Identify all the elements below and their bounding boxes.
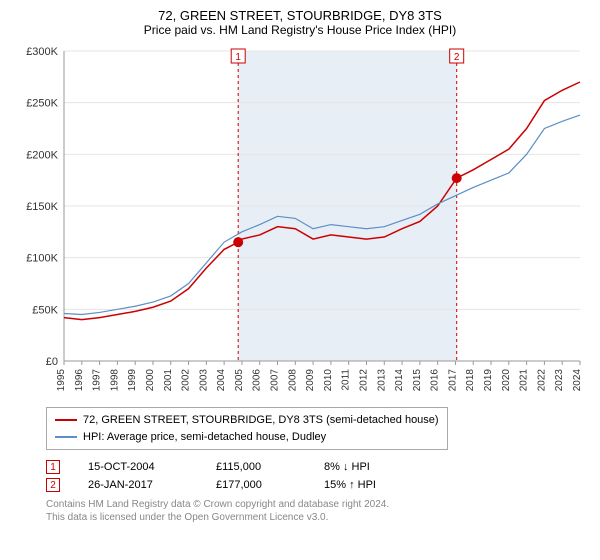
sale-delta: 15% ↑ HPI (324, 479, 376, 491)
svg-text:2017: 2017 (447, 369, 458, 392)
svg-text:2013: 2013 (376, 369, 387, 392)
svg-text:2023: 2023 (554, 369, 565, 392)
svg-text:2009: 2009 (305, 369, 316, 392)
legend-line-1 (55, 419, 77, 421)
svg-text:£200K: £200K (26, 149, 58, 161)
svg-text:£100K: £100K (26, 253, 58, 265)
sale-date: 26-JAN-2017 (88, 479, 188, 491)
svg-text:1997: 1997 (92, 369, 103, 392)
svg-text:1996: 1996 (74, 369, 85, 392)
sale-marker-icon: 2 (46, 478, 60, 492)
sale-row: 2 26-JAN-2017 £177,000 15% ↑ HPI (46, 478, 588, 492)
sale-row: 1 15-OCT-2004 £115,000 8% ↓ HPI (46, 460, 588, 474)
svg-text:2020: 2020 (501, 369, 512, 392)
svg-text:1999: 1999 (127, 369, 138, 392)
svg-text:2019: 2019 (483, 369, 494, 392)
svg-text:2024: 2024 (572, 369, 583, 392)
svg-text:2012: 2012 (358, 369, 369, 392)
svg-text:2002: 2002 (181, 369, 192, 392)
page-title: 72, GREEN STREET, STOURBRIDGE, DY8 3TS (12, 8, 588, 23)
sale-date: 15-OCT-2004 (88, 461, 188, 473)
svg-text:1998: 1998 (109, 369, 120, 392)
svg-text:2014: 2014 (394, 369, 405, 392)
svg-text:2011: 2011 (341, 369, 352, 391)
svg-text:2022: 2022 (536, 369, 547, 392)
svg-text:2018: 2018 (465, 369, 476, 392)
sale-price: £177,000 (216, 479, 296, 491)
legend-label-1: 72, GREEN STREET, STOURBRIDGE, DY8 3TS (… (83, 412, 439, 429)
page-subtitle: Price paid vs. HM Land Registry's House … (12, 23, 588, 37)
attribution-text: Contains HM Land Registry data © Crown c… (46, 498, 588, 524)
svg-text:2000: 2000 (145, 369, 156, 392)
svg-text:2015: 2015 (412, 369, 423, 392)
svg-text:1: 1 (235, 52, 241, 63)
svg-text:£150K: £150K (26, 201, 58, 213)
svg-text:2005: 2005 (234, 369, 245, 392)
svg-text:2021: 2021 (519, 369, 530, 392)
svg-text:2001: 2001 (163, 369, 174, 392)
svg-text:£0: £0 (46, 356, 58, 368)
svg-text:2016: 2016 (430, 369, 441, 392)
svg-text:1995: 1995 (56, 369, 67, 392)
svg-text:2004: 2004 (216, 369, 227, 392)
sale-marker-icon: 1 (46, 460, 60, 474)
svg-text:2008: 2008 (287, 369, 298, 392)
svg-text:2: 2 (454, 52, 460, 63)
svg-text:2010: 2010 (323, 369, 334, 392)
chart-legend: 72, GREEN STREET, STOURBRIDGE, DY8 3TS (… (46, 407, 448, 450)
legend-line-2 (55, 436, 77, 438)
svg-text:2007: 2007 (270, 369, 281, 392)
legend-label-2: HPI: Average price, semi-detached house,… (83, 429, 326, 446)
svg-text:2003: 2003 (198, 369, 209, 392)
sale-price: £115,000 (216, 461, 296, 473)
svg-text:2006: 2006 (252, 369, 263, 392)
sale-delta: 8% ↓ HPI (324, 461, 370, 473)
price-chart: £0 £50K £100K £150K £200K £250K £300K 1995 1996 1… (12, 41, 588, 401)
svg-text:£250K: £250K (26, 98, 58, 110)
svg-text:£300K: £300K (26, 46, 58, 58)
svg-text:£50K: £50K (32, 304, 58, 316)
sales-table: 1 15-OCT-2004 £115,000 8% ↓ HPI 2 26-JAN-2017… (46, 460, 588, 492)
